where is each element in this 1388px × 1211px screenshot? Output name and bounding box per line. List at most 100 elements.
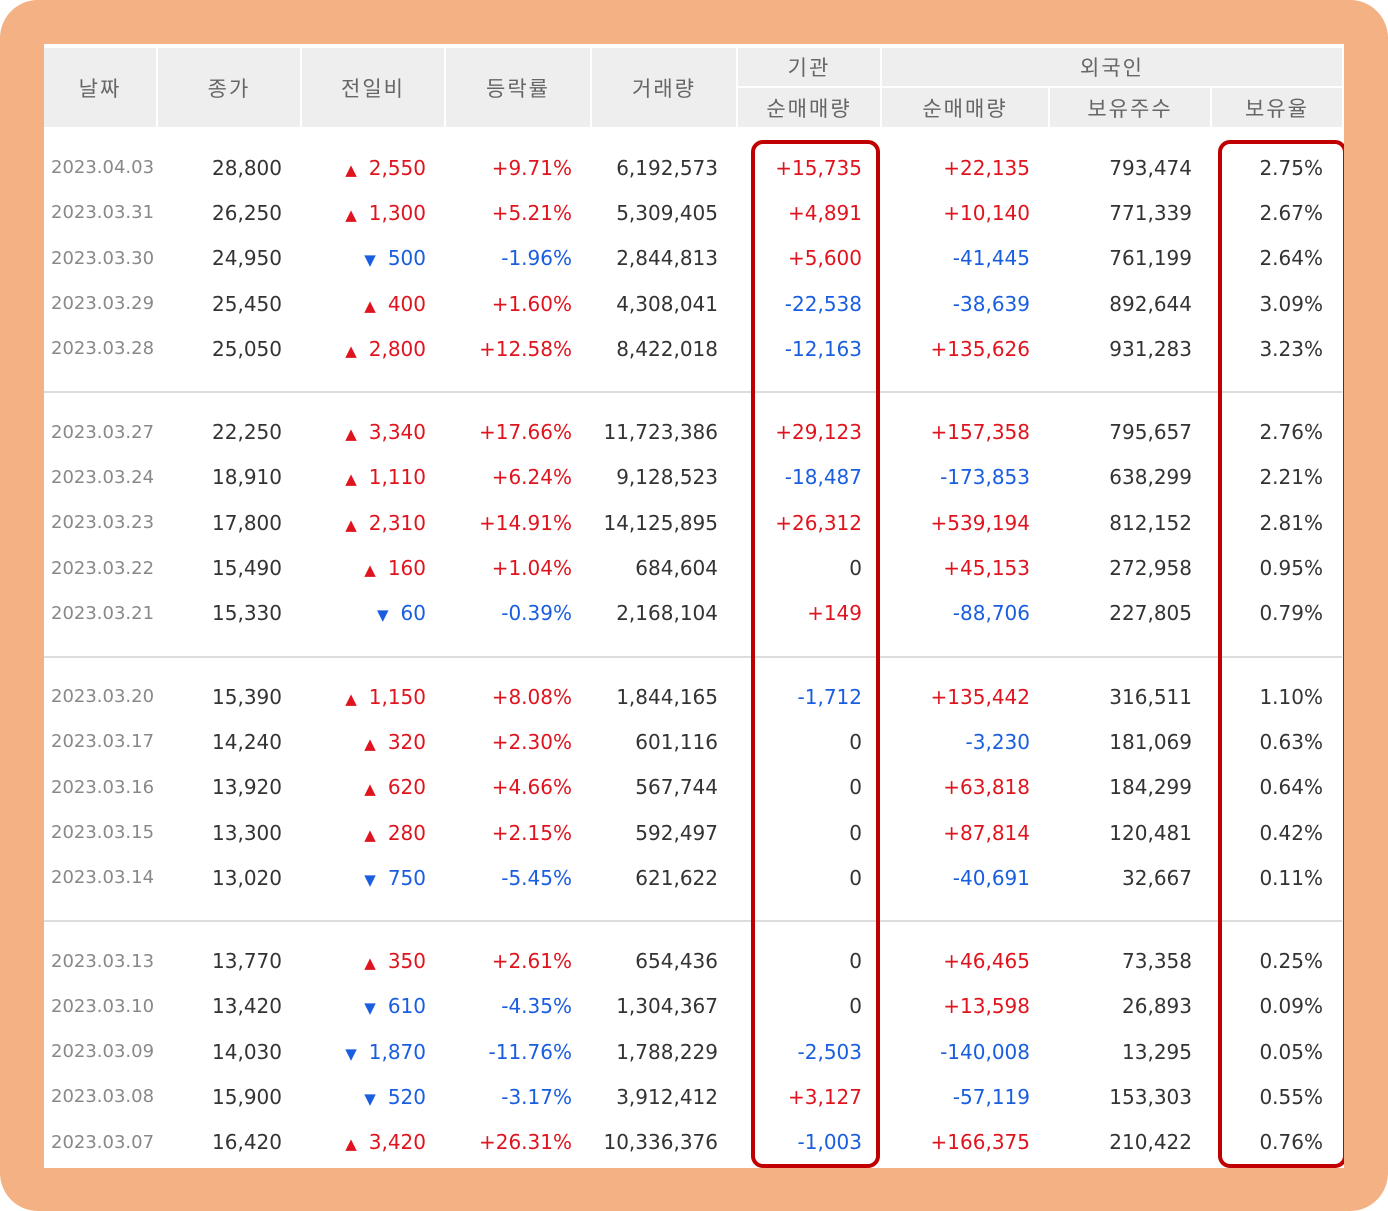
rate-cell: +2.15% — [491, 820, 572, 845]
close-cell: 13,920 — [212, 775, 282, 800]
change-value: 620 — [387, 775, 426, 800]
date-cell: 2023.03.09 — [51, 1041, 155, 1063]
triangle-up-icon: ▲ — [345, 341, 357, 360]
rate-cell: +1.04% — [491, 556, 572, 581]
date-cell: 2023.03.16 — [51, 776, 155, 798]
change-value: 2,550 — [368, 155, 426, 180]
foreign-net-cell: +539,194 — [930, 510, 1030, 535]
triangle-up-icon: ▲ — [345, 689, 357, 708]
close-cell: 16,420 — [212, 1130, 282, 1155]
inst-net-cell: -1,003 — [797, 1130, 862, 1155]
volume-cell: 11,723,386 — [603, 420, 718, 445]
change-value: 500 — [387, 246, 426, 271]
rate-cell: +6.24% — [491, 465, 572, 490]
spacer-cell — [44, 635, 1342, 658]
header-foreign: 외국인 — [881, 48, 1342, 88]
inst-net-cell: +15,735 — [775, 155, 862, 180]
inst-net-cell: 0 — [849, 994, 862, 1019]
date-cell: 2023.03.10 — [51, 995, 155, 1017]
rate-cell: -4.35% — [501, 994, 572, 1019]
volume-cell: 2,844,813 — [616, 246, 718, 271]
volume-cell: 1,304,367 — [616, 994, 718, 1019]
triangle-up-icon: ▲ — [364, 780, 376, 799]
inst-net-cell: +3,127 — [787, 1084, 862, 1109]
rate-cell: +8.08% — [491, 684, 572, 709]
table-row: 2023.03.30 24,950 ▼ 500 -1.96% 2,844,813 +5,60… — [44, 236, 1342, 281]
ratio-cell: 0.64% — [1259, 775, 1323, 800]
foreign-net-cell: -41,445 — [952, 246, 1030, 271]
header-close: 종가 — [157, 48, 302, 129]
row-spacer — [44, 900, 1342, 923]
rate-cell: +26.31% — [478, 1130, 572, 1155]
spacer-cell — [44, 392, 1342, 409]
close-cell: 15,490 — [212, 556, 282, 581]
change-value: 350 — [387, 949, 426, 974]
rate-cell: +5.21% — [491, 200, 572, 225]
change-cell: ▲ 1,150 — [301, 674, 445, 719]
ratio-cell: 0.11% — [1259, 865, 1323, 890]
volume-cell: 1,788,229 — [616, 1039, 718, 1064]
inst-net-cell: -1,712 — [797, 684, 862, 709]
holdings-cell: 812,152 — [1109, 510, 1192, 535]
rate-cell: +1.60% — [491, 291, 572, 316]
date-cell: 2023.04.03 — [51, 157, 155, 179]
triangle-up-icon: ▲ — [345, 160, 357, 179]
change-value: 1,870 — [368, 1039, 426, 1064]
volume-cell: 567,744 — [635, 775, 718, 800]
close-cell: 28,800 — [212, 155, 282, 180]
holdings-cell: 184,299 — [1109, 775, 1192, 800]
header-foreign-holdings: 보유주수 — [1049, 87, 1212, 129]
triangle-up-icon: ▲ — [345, 205, 357, 224]
change-value: 2,800 — [368, 336, 426, 361]
volume-cell: 3,912,412 — [616, 1084, 718, 1109]
change-cell: ▲ 2,800 — [301, 326, 445, 371]
triangle-down-icon: ▼ — [364, 1089, 376, 1108]
foreign-net-cell: +13,598 — [943, 994, 1030, 1019]
foreign-net-cell: -57,119 — [952, 1084, 1030, 1109]
header-institution: 기관 — [737, 48, 882, 88]
table-row: 2023.03.27 22,250 ▲ 3,340 +17.66% 11,723,386 +… — [44, 409, 1342, 454]
highlight-box-ratio — [1218, 140, 1344, 1168]
triangle-down-icon: ▼ — [364, 870, 376, 889]
triangle-up-icon: ▲ — [364, 954, 376, 973]
ratio-cell: 0.25% — [1259, 949, 1323, 974]
ratio-cell: 2.76% — [1259, 420, 1323, 445]
date-cell: 2023.03.31 — [51, 202, 155, 224]
table-row: 2023.03.21 15,330 ▼ 60 -0.39% 2,168,104 +149 -8… — [44, 591, 1342, 636]
change-value: 1,300 — [368, 200, 426, 225]
row-spacer — [44, 371, 1342, 394]
foreign-net-cell: +45,153 — [943, 556, 1030, 581]
volume-cell: 621,622 — [635, 865, 718, 890]
foreign-net-cell: -88,706 — [952, 601, 1030, 626]
triangle-up-icon: ▲ — [345, 425, 357, 444]
holdings-cell: 32,667 — [1122, 865, 1192, 890]
triangle-down-icon: ▼ — [377, 606, 389, 625]
volume-cell: 2,168,104 — [616, 601, 718, 626]
spacer-cell — [44, 1164, 1342, 1168]
table-row: 2023.03.15 13,300 ▲ 280 +2.15% 592,497 0 +87,81… — [44, 810, 1342, 855]
ratio-cell: 3.23% — [1259, 336, 1323, 361]
change-value: 610 — [387, 994, 426, 1019]
rate-cell: -1.96% — [501, 246, 572, 271]
close-cell: 13,300 — [212, 820, 282, 845]
rate-cell: -11.76% — [488, 1039, 572, 1064]
inst-net-cell: 0 — [849, 949, 862, 974]
inst-net-cell: 0 — [849, 865, 862, 890]
ratio-cell: 2.21% — [1259, 465, 1323, 490]
header-rate: 등락률 — [445, 48, 592, 129]
volume-cell: 654,436 — [635, 949, 718, 974]
ratio-cell: 3.09% — [1259, 291, 1323, 316]
ratio-cell: 0.95% — [1259, 556, 1323, 581]
row-spacer — [44, 392, 1342, 409]
inst-net-cell: +26,312 — [775, 510, 862, 535]
change-value: 3,340 — [368, 420, 426, 445]
inst-net-cell: 0 — [849, 775, 862, 800]
triangle-up-icon: ▲ — [345, 515, 357, 534]
foreign-net-cell: -173,853 — [940, 465, 1030, 490]
table-row: 2023.03.16 13,920 ▲ 620 +4.66% 567,744 0 +63,81… — [44, 765, 1342, 810]
ratio-cell: 2.67% — [1259, 200, 1323, 225]
change-cell: ▼ 60 — [301, 591, 445, 636]
volume-cell: 684,604 — [635, 556, 718, 581]
date-cell: 2023.03.07 — [51, 1131, 155, 1153]
holdings-cell: 892,644 — [1109, 291, 1192, 316]
